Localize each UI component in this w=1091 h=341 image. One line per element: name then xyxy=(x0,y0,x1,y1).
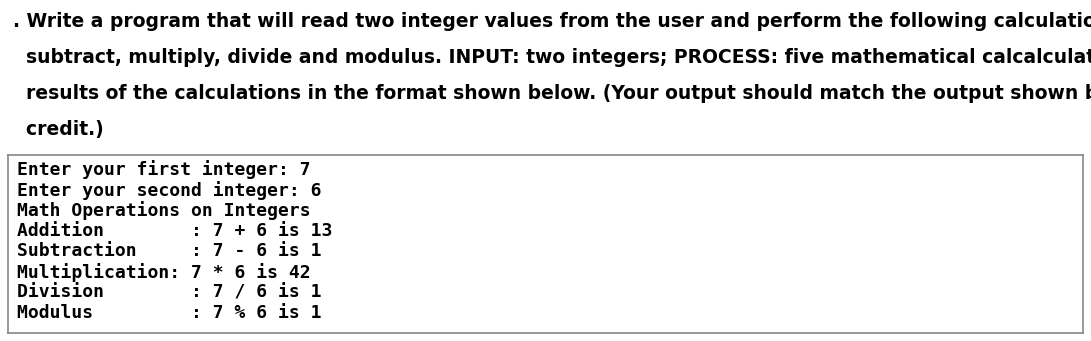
Text: results of the calculations in the format shown below. (Your output should match: results of the calculations in the forma… xyxy=(13,84,1091,103)
Text: credit.): credit.) xyxy=(13,120,104,139)
Text: . Write a program that will read two integer values from the user and perform th: . Write a program that will read two int… xyxy=(13,12,1091,31)
Text: Division        : 7 / 6 is 1: Division : 7 / 6 is 1 xyxy=(16,283,321,301)
Text: Math Operations on Integers: Math Operations on Integers xyxy=(16,201,310,220)
Text: Enter your second integer: 6: Enter your second integer: 6 xyxy=(16,181,321,200)
Text: subtract, multiply, divide and modulus. INPUT: two integers; PROCESS: five mathe: subtract, multiply, divide and modulus. … xyxy=(13,48,1091,67)
Text: Addition        : 7 + 6 is 13: Addition : 7 + 6 is 13 xyxy=(16,222,332,240)
Text: Enter your first integer: 7: Enter your first integer: 7 xyxy=(16,160,310,179)
Text: Subtraction     : 7 - 6 is 1: Subtraction : 7 - 6 is 1 xyxy=(16,242,321,260)
Text: Modulus         : 7 % 6 is 1: Modulus : 7 % 6 is 1 xyxy=(16,303,321,322)
Text: Multiplication: 7 * 6 is 42: Multiplication: 7 * 6 is 42 xyxy=(16,263,310,282)
